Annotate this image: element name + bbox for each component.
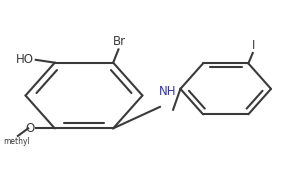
Text: methyl: methyl: [3, 137, 30, 146]
Text: I: I: [252, 39, 255, 52]
Text: HO: HO: [16, 53, 34, 66]
Text: Br: Br: [112, 36, 125, 49]
Text: NH: NH: [159, 85, 176, 98]
Text: O: O: [26, 122, 35, 135]
